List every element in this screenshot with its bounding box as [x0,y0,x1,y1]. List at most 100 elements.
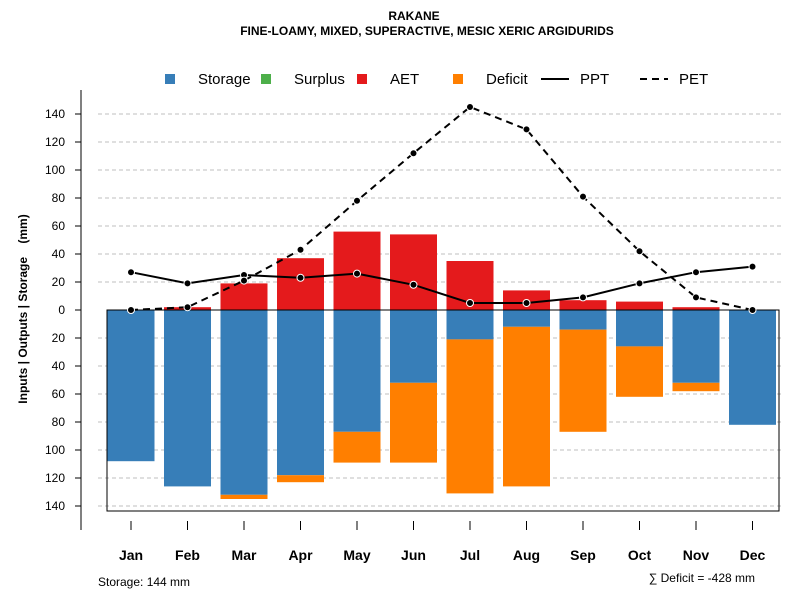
y-tick-label: 0 [58,303,65,317]
surplus-legend-label: Surplus [294,71,345,88]
storage-bar [446,310,494,340]
y-tick-label: 60 [52,219,66,233]
y-axis: 140 120 100 80 60 40 20 0 20 40 60 80 100 120 140 [45,107,81,513]
x-tick-label: Aug [513,547,540,563]
chart-title: RAKANE [388,9,439,23]
deficit-bar [672,382,720,392]
pet-point [692,293,700,302]
storage-bar [107,310,155,462]
y-tick-label: 120 [45,135,65,149]
y-tick-label: 40 [52,359,66,373]
aet-bar [559,300,607,310]
deficit-bar [277,475,324,483]
pet-legend-label: PET [679,71,708,88]
ppt-point [579,293,587,302]
y-tick-label: 140 [45,107,65,121]
legend: Storage Surplus AET Deficit PPT PET [165,71,708,88]
aet-bar [390,234,437,310]
ppt-point [522,299,531,307]
x-tick-label: Jun [401,547,426,563]
deficit-legend-label: Deficit [486,71,529,88]
ppt-point [692,268,700,277]
x-tick-label: Mar [232,547,257,563]
aet-legend-label: AET [390,71,419,88]
aet-bar [277,258,324,310]
aet-bar [672,307,720,310]
surplus-legend-swatch [261,74,271,84]
ppt-line [130,265,753,304]
ppt-point [353,269,361,278]
y-tick-label: 100 [45,163,65,177]
deficit-footer: ∑ Deficit = -428 mm [649,571,755,585]
ppt-point [748,262,757,271]
pet-line [130,105,753,311]
deficit-bar [616,346,663,397]
y-tick-label: 120 [45,471,65,485]
y-tick-label: 80 [52,191,66,205]
ppt-point [466,299,474,307]
pet-point [127,306,135,314]
storage-bar [672,310,720,383]
x-tick-label: Nov [683,547,710,563]
deficit-bar [446,339,494,494]
deficit-bar [390,382,437,463]
gridlines [98,113,783,507]
storage-bar [503,310,550,327]
storage-bar [559,310,607,330]
pet-point [522,125,531,134]
storage-bar [390,310,437,383]
ppt-point [183,279,192,288]
x-axis: Jan Feb Mar Apr May Jun Jul Aug Sep Oct Nov Dec [119,521,766,563]
storage-bar [729,310,776,425]
storage-bar [277,310,324,476]
aet-bar [616,301,663,310]
ppt-legend-label: PPT [580,71,609,88]
y-tick-label: 80 [52,415,66,429]
pet-point [748,306,757,314]
y-tick-label: 20 [52,275,66,289]
y-axis-label: Inputs | Outputs | Storage (mm) [16,214,30,403]
deficit-bar [503,326,550,487]
pet-point [579,192,587,201]
pet-point [635,247,644,256]
storage-legend-swatch [165,74,175,84]
chart-subtitle: FINE-LOAMY, MIXED, SUPERACTIVE, MESIC XE… [240,24,614,38]
x-tick-label: Jan [119,547,143,563]
pet-point [353,196,361,205]
x-tick-label: Jul [460,547,480,563]
y-tick-label: 140 [45,499,65,513]
y-tick-label: 60 [52,387,66,401]
storage-bar [616,310,663,347]
storage-footer: Storage: 144 mm [98,575,190,589]
y-tick-label: 40 [52,247,66,261]
storage-bar [220,310,268,495]
x-tick-label: Dec [740,547,766,563]
storage-frame [106,309,780,512]
storage-legend-label: Storage [198,71,251,88]
x-tick-label: Feb [175,547,200,563]
x-tick-label: Oct [628,547,652,563]
y-tick-label: 20 [52,331,66,345]
x-tick-label: May [343,547,370,563]
ppt-point [296,273,305,282]
deficit-legend-swatch [453,74,463,84]
ppt-point [127,268,135,277]
pet-point [409,149,418,158]
y-tick-label: 100 [45,443,65,457]
ppt-point [635,279,644,288]
deficit-bar [333,431,381,463]
deficit-bar [220,494,268,499]
bars [107,231,776,499]
pet-point [296,245,305,254]
x-tick-label: Sep [570,547,596,563]
storage-bar [333,310,381,432]
deficit-bar [559,329,607,432]
pet-point [183,303,192,312]
x-tick-label: Apr [288,547,313,563]
storage-bar [164,310,211,487]
pet-point [466,103,474,111]
pet-point [240,276,248,285]
ppt-point [409,280,418,289]
aet-legend-swatch [357,74,367,84]
